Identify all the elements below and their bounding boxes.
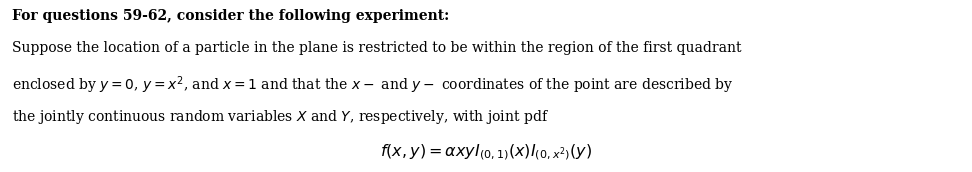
- Text: For questions 59-62, consider the following experiment:: For questions 59-62, consider the follow…: [12, 9, 449, 23]
- Text: $f(x, y) = \alpha x y I_{(0,1)}(x)I_{(0,x^2)}(y)$: $f(x, y) = \alpha x y I_{(0,1)}(x)I_{(0,…: [380, 142, 592, 162]
- Text: Suppose the location of a particle in the plane is restricted to be within the r: Suppose the location of a particle in th…: [12, 41, 742, 55]
- Text: the jointly continuous random variables $X$ and $Y$, respectively, with joint pd: the jointly continuous random variables …: [12, 108, 549, 126]
- Text: enclosed by $y = 0$, $y = x^2$, and $x = 1$ and that the $x-$ and $y-$ coordinat: enclosed by $y = 0$, $y = x^2$, and $x =…: [12, 75, 733, 96]
